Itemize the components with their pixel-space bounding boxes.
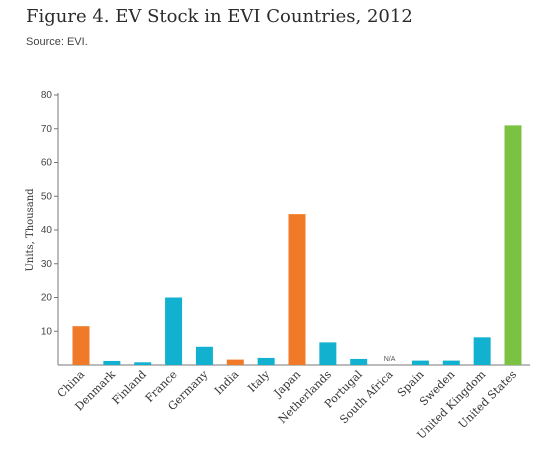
bar-denmark [103, 360, 121, 365]
y-tick-label: 10 [41, 326, 53, 337]
x-tick-label: Italy [245, 367, 272, 394]
bar-finland [134, 362, 152, 365]
y-tick-label: 50 [41, 191, 53, 202]
bar-united-states [504, 125, 522, 365]
x-tick-label: India [212, 368, 242, 398]
x-tick-label: Finland [110, 368, 149, 407]
bar-italy [257, 357, 275, 365]
bar-india [226, 359, 244, 365]
y-tick-label: 30 [41, 259, 53, 270]
y-tick-label: 20 [41, 293, 53, 304]
bar-united-kingdom [473, 337, 491, 365]
bar-spain [411, 360, 429, 365]
chart-title: Figure 4. EV Stock in EVI Countries, 201… [26, 6, 413, 27]
bar-france [165, 297, 183, 365]
bar-netherlands [319, 342, 337, 365]
y-tick-label: 70 [41, 124, 53, 135]
chart-source: Source: EVI. [26, 36, 88, 48]
bar-china [72, 326, 90, 365]
bar-sweden [442, 360, 460, 365]
y-tick-label: 60 [41, 158, 53, 169]
y-tick-label: 40 [41, 225, 53, 236]
bar-japan [288, 214, 306, 365]
bar-portugal [350, 358, 368, 365]
bar-germany [195, 346, 213, 365]
y-tick-label: 80 [41, 90, 53, 101]
bar-annotation: N/A [384, 356, 396, 363]
y-axis-label: Units, Thousand [25, 188, 36, 272]
